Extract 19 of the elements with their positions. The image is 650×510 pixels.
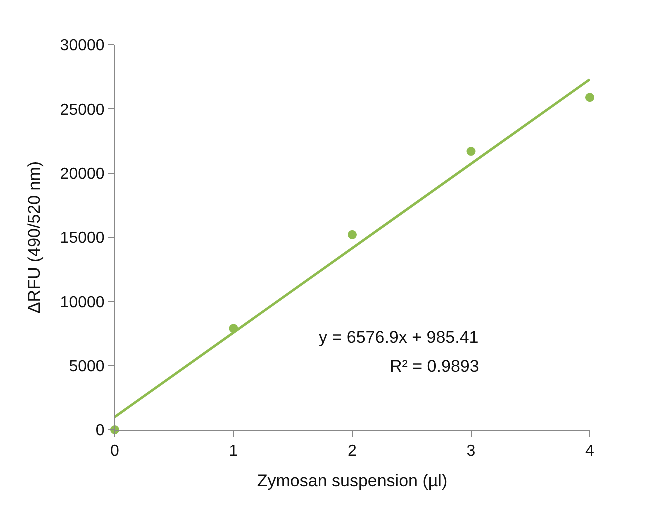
point	[466, 147, 476, 156]
x-axis-title: Zymosan suspension (µl)	[257, 472, 448, 491]
annotation: R² = 0.9893	[390, 357, 480, 376]
x-tick-label: 4	[586, 443, 595, 460]
y-tick-label: 0	[96, 422, 105, 440]
x-tick-label: 3	[466, 443, 476, 460]
y-tick-label: 5000	[69, 358, 105, 376]
annotation: y = 6576.9x + 985.41	[319, 328, 479, 347]
y-tick-label: 20000	[60, 166, 105, 183]
y-tick-label: 30000	[60, 38, 105, 55]
x-tick-label: 0	[110, 443, 120, 460]
point	[348, 230, 357, 240]
x-tick-label: 2	[348, 443, 358, 460]
y-tick-label: 15000	[60, 230, 105, 248]
y-tick-label: 10000	[60, 294, 105, 312]
point	[586, 93, 594, 102]
y-tick-label: 25000	[60, 102, 105, 119]
y-axis-title: ΔRFU (490/520 nm)	[24, 161, 44, 314]
x-tick-label: 1	[229, 443, 238, 460]
